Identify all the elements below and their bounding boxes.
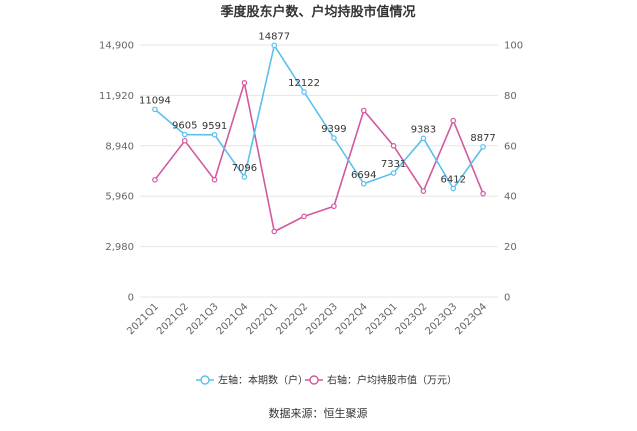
x-tick-label: 2023Q1 — [364, 301, 400, 337]
data-point — [301, 89, 307, 95]
legend[interactable]: 左轴：本期数（户） 右轴：户均持股市值（万元） — [196, 374, 457, 387]
data-point — [390, 170, 397, 176]
data-point — [450, 185, 457, 192]
y-right-tick-label: 40 — [504, 192, 517, 203]
x-tick-label: 2022Q3 — [304, 301, 340, 337]
data-label: 11094 — [139, 95, 171, 106]
legend-item-label[interactable]: 右轴：户均持股市值（万元） — [327, 374, 457, 387]
data-point — [152, 177, 158, 183]
data-point — [450, 117, 457, 124]
y-right-tick-label: 60 — [504, 141, 517, 152]
data-label: 14877 — [258, 31, 290, 42]
data-label: 8877 — [470, 133, 495, 144]
data-point — [271, 228, 278, 235]
data-point — [390, 143, 397, 149]
y-left-axis: 0 2,980 5,960 8,940 11,920 14,900 — [99, 41, 134, 304]
data-point — [241, 80, 248, 86]
x-tick-label: 2022Q4 — [334, 301, 370, 337]
data-point — [480, 190, 486, 197]
y-left-tick-label: 14,900 — [99, 41, 134, 52]
data-point — [241, 174, 248, 180]
data-point — [331, 135, 337, 141]
data-label: 7331 — [381, 159, 406, 170]
chart-title: 季度股东户数、户均持股市值情况 — [219, 4, 415, 20]
source-note: 数据来源：恒生聚源 — [269, 406, 368, 420]
x-tick-label: 2023Q2 — [394, 301, 430, 337]
y-right-axis: 0 20 40 60 80 100 — [504, 41, 523, 304]
data-point — [420, 188, 427, 194]
data-point — [360, 107, 367, 114]
x-axis: 2021Q12021Q22021Q32021Q42022Q12022Q22022… — [125, 301, 489, 337]
data-label: 6694 — [351, 170, 376, 181]
series-lines — [154, 43, 484, 233]
series-points — [152, 42, 486, 235]
x-tick-label: 2021Q3 — [185, 301, 221, 337]
data-point — [181, 131, 188, 138]
data-label: 7096 — [232, 163, 257, 174]
y-right-tick-label: 100 — [504, 41, 523, 52]
data-point — [211, 131, 218, 138]
data-point — [211, 177, 218, 183]
x-tick-label: 2021Q4 — [215, 301, 251, 337]
data-label: 9399 — [321, 124, 346, 135]
data-point — [420, 135, 427, 142]
x-tick-label: 2023Q4 — [453, 301, 489, 337]
series-line-0 — [154, 43, 484, 191]
y-right-tick-label: 80 — [504, 91, 517, 102]
y-right-tick-label: 20 — [504, 242, 517, 253]
data-point — [480, 144, 486, 150]
data-point — [331, 203, 337, 210]
legend-swatch-marker — [200, 375, 210, 385]
data-point — [152, 106, 158, 113]
x-tick-label: 2022Q2 — [274, 301, 310, 337]
x-tick-label: 2022Q1 — [245, 301, 281, 337]
legend-swatch-marker — [309, 375, 319, 385]
y-left-tick-label: 2,980 — [105, 242, 134, 253]
data-point — [271, 42, 278, 49]
data-label: 9605 — [172, 121, 197, 132]
data-point — [360, 180, 367, 187]
y-left-tick-label: 11,920 — [99, 91, 134, 102]
series-line-1 — [154, 82, 484, 233]
x-tick-label: 2021Q2 — [155, 301, 191, 337]
data-point — [181, 137, 188, 144]
data-point — [301, 213, 307, 220]
y-left-tick-label: 8,940 — [105, 141, 134, 152]
y-right-tick-label: 0 — [504, 293, 510, 304]
x-tick-label: 2021Q1 — [125, 301, 161, 337]
data-label: 6412 — [441, 175, 466, 186]
grid — [140, 44, 498, 298]
data-label: 12122 — [288, 78, 320, 89]
data-label: 9591 — [202, 121, 227, 132]
data-labels: 11094 9605 9591 7096 14877 12122 9399 6694 7331 9… — [139, 31, 496, 185]
y-left-tick-label: 0 — [128, 293, 134, 304]
data-label: 9383 — [411, 124, 436, 135]
legend-item-label[interactable]: 左轴：本期数（户） — [218, 374, 308, 387]
x-tick-label: 2023Q3 — [424, 301, 460, 337]
y-left-tick-label: 5,960 — [105, 192, 134, 203]
